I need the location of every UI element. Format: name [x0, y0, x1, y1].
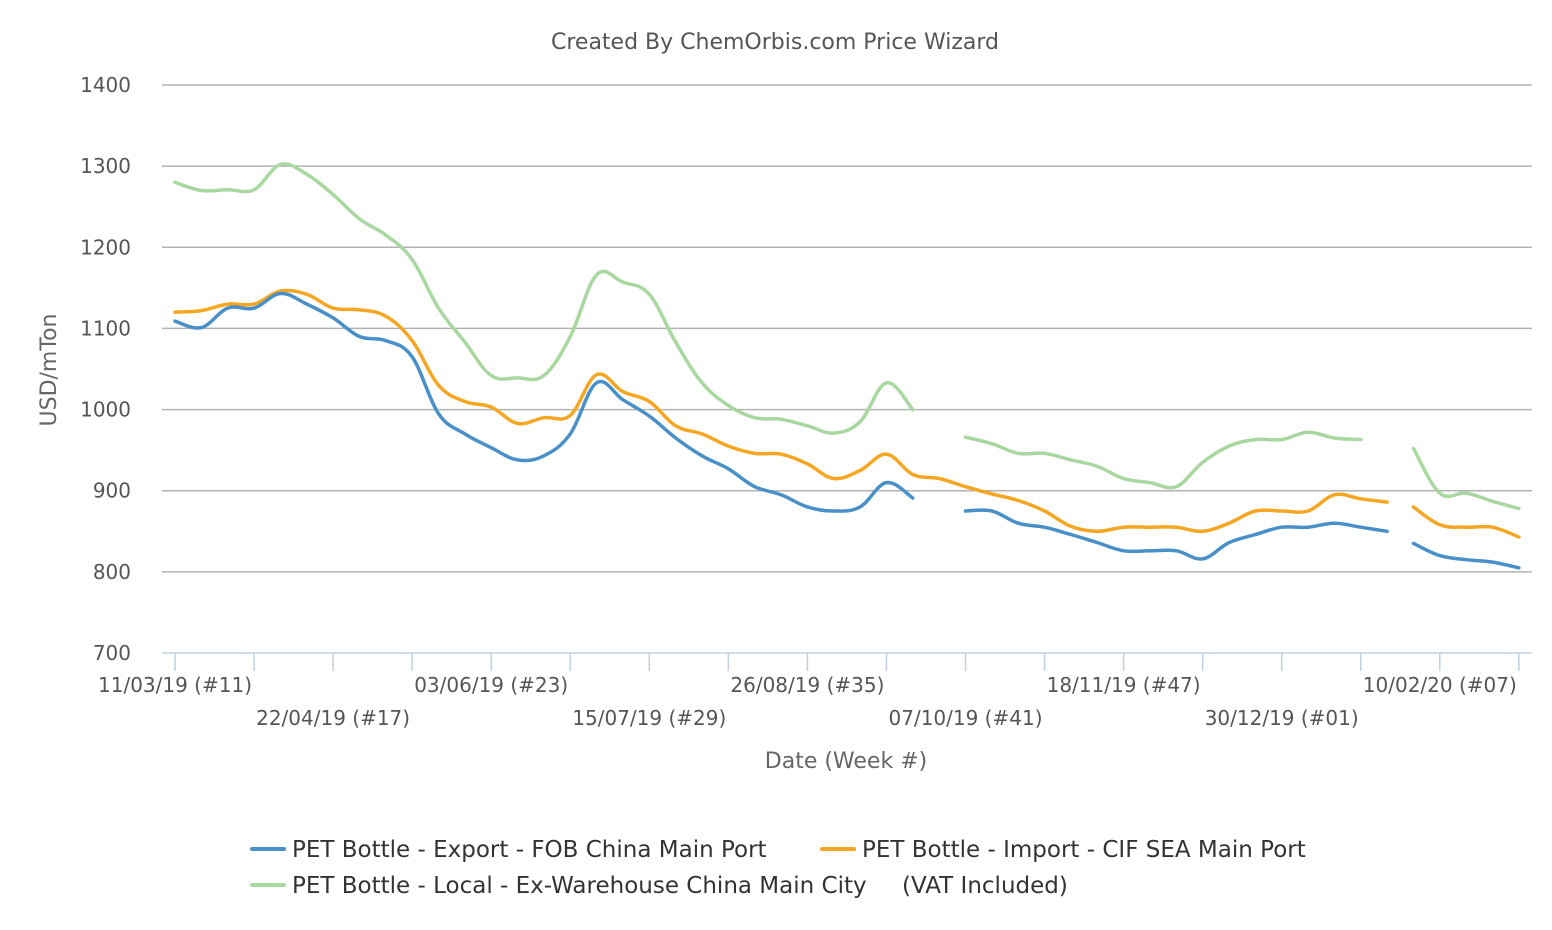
y-axis-title: USD/mTon — [37, 314, 62, 427]
y-tick-label: 1100 — [80, 316, 131, 340]
series-line-import-segment-1[interactable] — [173, 288, 1389, 534]
y-tick-label: 1400 — [80, 73, 131, 97]
legend-item-export[interactable]: PET Bottle - Export - FOB China Main Por… — [250, 837, 767, 863]
legend-item-local[interactable]: PET Bottle - Local - Ex-Warehouse China … — [250, 873, 1068, 899]
series-line-import-segment-2[interactable] — [1411, 505, 1521, 539]
x-tick-label: 10/02/20 (#07) — [1363, 673, 1517, 697]
x-tick-label: 03/06/19 (#23) — [414, 673, 568, 697]
y-tick-label: 700 — [93, 641, 131, 665]
y-tick-label: 800 — [93, 560, 131, 584]
series-line-local-segment-2[interactable] — [963, 430, 1363, 490]
x-tick-label: 22/04/19 (#17) — [256, 706, 410, 730]
gridlines — [162, 84, 1532, 573]
legend-label-local: PET Bottle - Local - Ex-Warehouse China … — [292, 873, 867, 899]
x-tick-label: 15/07/19 (#29) — [572, 706, 726, 730]
series-line-export-segment-1[interactable] — [173, 291, 915, 513]
series-line-local-segment-1[interactable] — [173, 162, 915, 435]
x-axis: 11/03/19 (#11)22/04/19 (#17)03/06/19 (#2… — [98, 652, 1532, 730]
x-axis-title: Date (Week #) — [765, 749, 927, 774]
legend-label-import: PET Bottle - Import - CIF SEA Main Port — [862, 837, 1306, 863]
x-tick-label: 30/12/19 (#01) — [1205, 706, 1359, 730]
series-line-export-segment-2[interactable] — [963, 508, 1389, 561]
y-tick-label: 1200 — [80, 235, 131, 259]
y-tick-label: 1300 — [80, 154, 131, 178]
chart-title: Created By ChemOrbis.com Price Wizard — [551, 30, 999, 55]
x-tick-label: 07/10/19 (#41) — [889, 706, 1043, 730]
y-tick-label: 1000 — [80, 398, 131, 422]
x-tick-label: 18/11/19 (#47) — [1047, 673, 1201, 697]
x-tick-label: 11/03/19 (#11) — [98, 673, 252, 697]
x-tick-label: 26/08/19 (#35) — [730, 673, 884, 697]
y-tick-label: 900 — [93, 479, 131, 503]
legend-label-local-suffix: (VAT Included) — [902, 873, 1068, 899]
legend-label-export: PET Bottle - Export - FOB China Main Por… — [292, 837, 767, 863]
series-line-export-segment-3[interactable] — [1411, 541, 1521, 570]
series-line-local-segment-3[interactable] — [1411, 446, 1521, 511]
legend-item-import[interactable]: PET Bottle - Import - CIF SEA Main Port — [820, 837, 1306, 863]
legend[interactable]: PET Bottle - Export - FOB China Main Por… — [250, 837, 1306, 899]
y-axis-ticks: 700 800 900 1000 1100 1200 1300 1400 — [80, 73, 131, 665]
series-lines — [173, 162, 1521, 570]
